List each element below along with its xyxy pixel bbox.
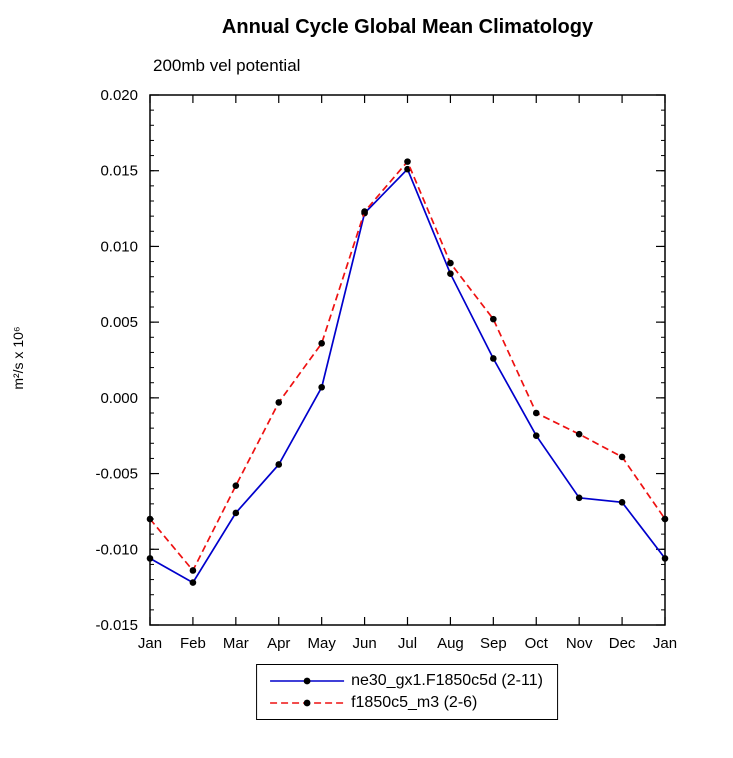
svg-text:Nov: Nov [566,635,593,652]
legend-item: f1850c5_m3 (2-6) [267,693,543,713]
legend-label-series-1: ne30_gx1.F1850c5d (2-11) [351,672,543,689]
svg-text:Jan: Jan [138,635,162,652]
svg-text:Jun: Jun [352,635,376,652]
legend-label-series-2: f1850c5_m3 (2-6) [351,694,478,711]
chart-subtitle: 200mb vel potential [153,56,301,75]
svg-text:Mar: Mar [223,635,249,652]
svg-text:-0.005: -0.005 [95,466,138,483]
svg-text:Jul: Jul [398,635,417,652]
svg-text:-0.010: -0.010 [95,541,138,558]
svg-text:Dec: Dec [609,635,636,652]
svg-text:Apr: Apr [267,635,290,652]
svg-text:Oct: Oct [525,635,549,652]
svg-text:May: May [307,635,336,652]
svg-text:0.000: 0.000 [100,390,138,407]
svg-text:0.015: 0.015 [100,163,138,180]
legend-line-sample-solid [270,677,345,685]
svg-text:-0.015: -0.015 [95,617,138,634]
svg-text:Jan: Jan [653,635,677,652]
legend-item: ne30_gx1.F1850c5d (2-11) [267,671,543,691]
svg-text:0.010: 0.010 [100,238,138,255]
legend-line-sample-dashed [270,699,345,707]
chart-title: Annual Cycle Global Mean Climatology [221,16,594,38]
svg-text:Aug: Aug [437,635,464,652]
legend: ne30_gx1.F1850c5d (2-11) f1850c5_m3 (2-6… [256,664,558,720]
svg-text:Feb: Feb [180,635,206,652]
svg-text:Sep: Sep [480,635,507,652]
svg-text:0.020: 0.020 [100,87,138,104]
svg-text:0.005: 0.005 [100,314,138,331]
